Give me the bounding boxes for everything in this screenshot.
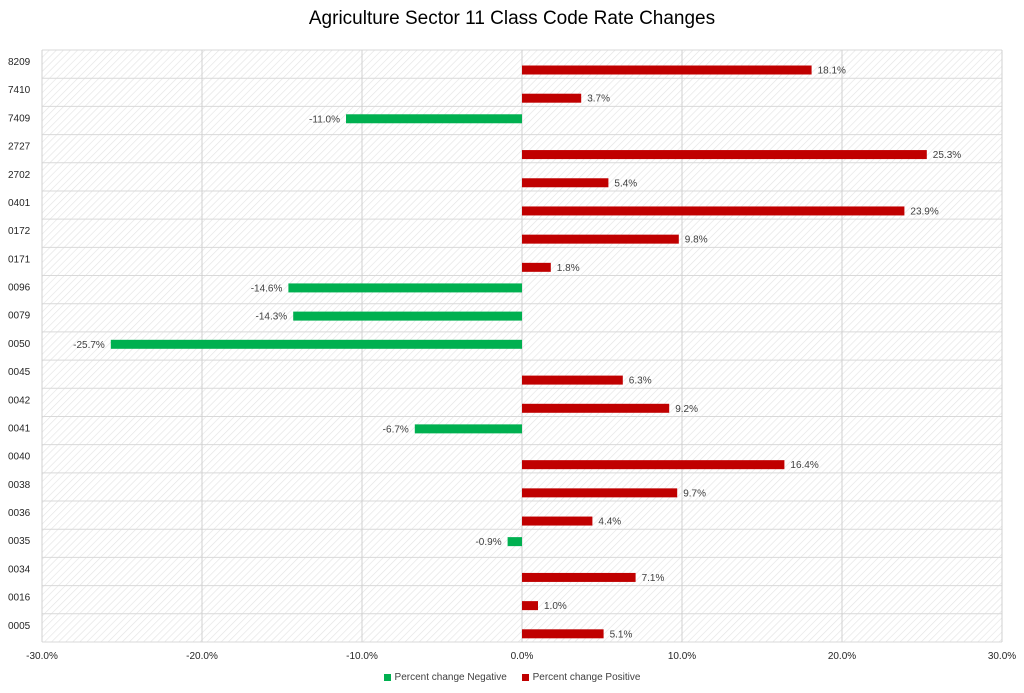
data-label-0038: 9.7%: [683, 488, 706, 499]
category-label-0401: 0401: [8, 198, 31, 209]
category-label-0036: 0036: [8, 508, 31, 519]
data-label-0045: 6.3%: [629, 376, 652, 387]
x-tick-label: -10.0%: [346, 651, 378, 662]
bar-0041-negative: [414, 424, 522, 434]
bar-0096-negative: [288, 283, 522, 293]
bar-0171-positive: [522, 262, 551, 272]
category-label-0171: 0171: [8, 254, 31, 265]
x-tick-label: 10.0%: [668, 651, 696, 662]
x-tick-label: -30.0%: [26, 651, 58, 662]
bar-2702-positive: [522, 178, 609, 188]
legend-label-negative: Percent change Negative: [394, 672, 507, 683]
bar-0038-positive: [522, 488, 678, 498]
data-label-7409: -11.0%: [309, 114, 340, 125]
data-label-0016: 1.0%: [544, 601, 567, 612]
data-label-0034: 7.1%: [642, 573, 665, 584]
legend-item-positive: Percent change Positive: [521, 672, 641, 683]
category-label-0050: 0050: [8, 339, 31, 350]
legend-swatch-negative: [383, 674, 391, 681]
x-tick-label: 0.0%: [511, 651, 534, 662]
bar-0035-negative: [507, 537, 522, 547]
bar-0079-negative: [293, 311, 522, 321]
data-label-2702: 5.4%: [614, 178, 637, 189]
data-label-8209: 18.1%: [818, 66, 846, 77]
data-label-0041: -6.7%: [383, 424, 409, 435]
data-label-0172: 9.8%: [685, 235, 708, 246]
data-label-0040: 16.4%: [790, 460, 818, 471]
category-label-0045: 0045: [8, 367, 31, 378]
data-label-7410: 3.7%: [587, 94, 610, 105]
category-label-8209: 8209: [8, 57, 31, 68]
bar-0045-positive: [522, 375, 623, 385]
bars: [110, 65, 927, 639]
data-label-0171: 1.8%: [557, 263, 580, 274]
data-label-0042: 9.2%: [675, 404, 698, 415]
category-label-0079: 0079: [8, 311, 31, 322]
category-label-0042: 0042: [8, 395, 31, 406]
gridlines: [41, 49, 1003, 643]
data-label-0096: -14.6%: [251, 283, 283, 294]
bar-0172-positive: [522, 234, 679, 244]
bar-0042-positive: [522, 403, 670, 413]
chart-title: Agriculture Sector 11 Class Code Rate Ch…: [308, 8, 716, 29]
category-label-0034: 0034: [8, 564, 31, 575]
category-label-0096: 0096: [8, 283, 31, 294]
legend-swatch-positive: [521, 674, 529, 681]
bar-0036-positive: [522, 516, 593, 526]
data-label-0005: 5.1%: [610, 629, 633, 640]
bar-0040-positive: [522, 460, 785, 470]
category-label-7409: 7409: [8, 113, 31, 124]
category-label-0038: 0038: [8, 480, 31, 491]
category-label-2702: 2702: [8, 170, 31, 181]
x-tick-label: -20.0%: [186, 651, 218, 662]
category-label-0041: 0041: [8, 423, 31, 434]
category-label-0016: 0016: [8, 593, 31, 604]
axes: 8209 7410 7409 2727 2702 0401 0172 0171 0096 0079…: [8, 57, 1016, 662]
legend: Percent change Negative Percent change P…: [0, 672, 1024, 684]
data-label-0079: -14.3%: [256, 312, 288, 323]
bar-0034-positive: [522, 572, 636, 582]
data-label-0401: 23.9%: [910, 206, 938, 217]
legend-label-positive: Percent change Positive: [532, 672, 641, 683]
data-labels: -11.0% -14.6% -14.3% -25.7% -6.7% -0.9% 18.1% 3…: [73, 66, 961, 641]
category-label-7410: 7410: [8, 85, 31, 96]
x-tick-label: 30.0%: [988, 651, 1016, 662]
category-label-0035: 0035: [8, 536, 31, 547]
data-label-2727: 25.3%: [933, 150, 961, 161]
data-label-0050: -25.7%: [73, 340, 105, 351]
bar-0016-positive: [522, 601, 538, 611]
bar-0050-negative: [110, 339, 523, 349]
x-tick-label: 20.0%: [828, 651, 856, 662]
data-label-0036: 4.4%: [598, 517, 621, 528]
bar-0005-positive: [522, 629, 604, 639]
bar-2727-positive: [522, 150, 927, 160]
data-label-0035: -0.9%: [475, 537, 501, 548]
category-label-0172: 0172: [8, 226, 31, 237]
bar-7410-positive: [522, 93, 582, 103]
category-label-0040: 0040: [8, 452, 31, 463]
legend-item-negative: Percent change Negative: [383, 672, 507, 683]
category-label-2727: 2727: [8, 142, 31, 153]
bar-0401-positive: [522, 206, 905, 216]
bar-8209-positive: [522, 65, 812, 75]
bar-7409-negative: [346, 114, 522, 124]
category-label-0005: 0005: [8, 621, 31, 632]
